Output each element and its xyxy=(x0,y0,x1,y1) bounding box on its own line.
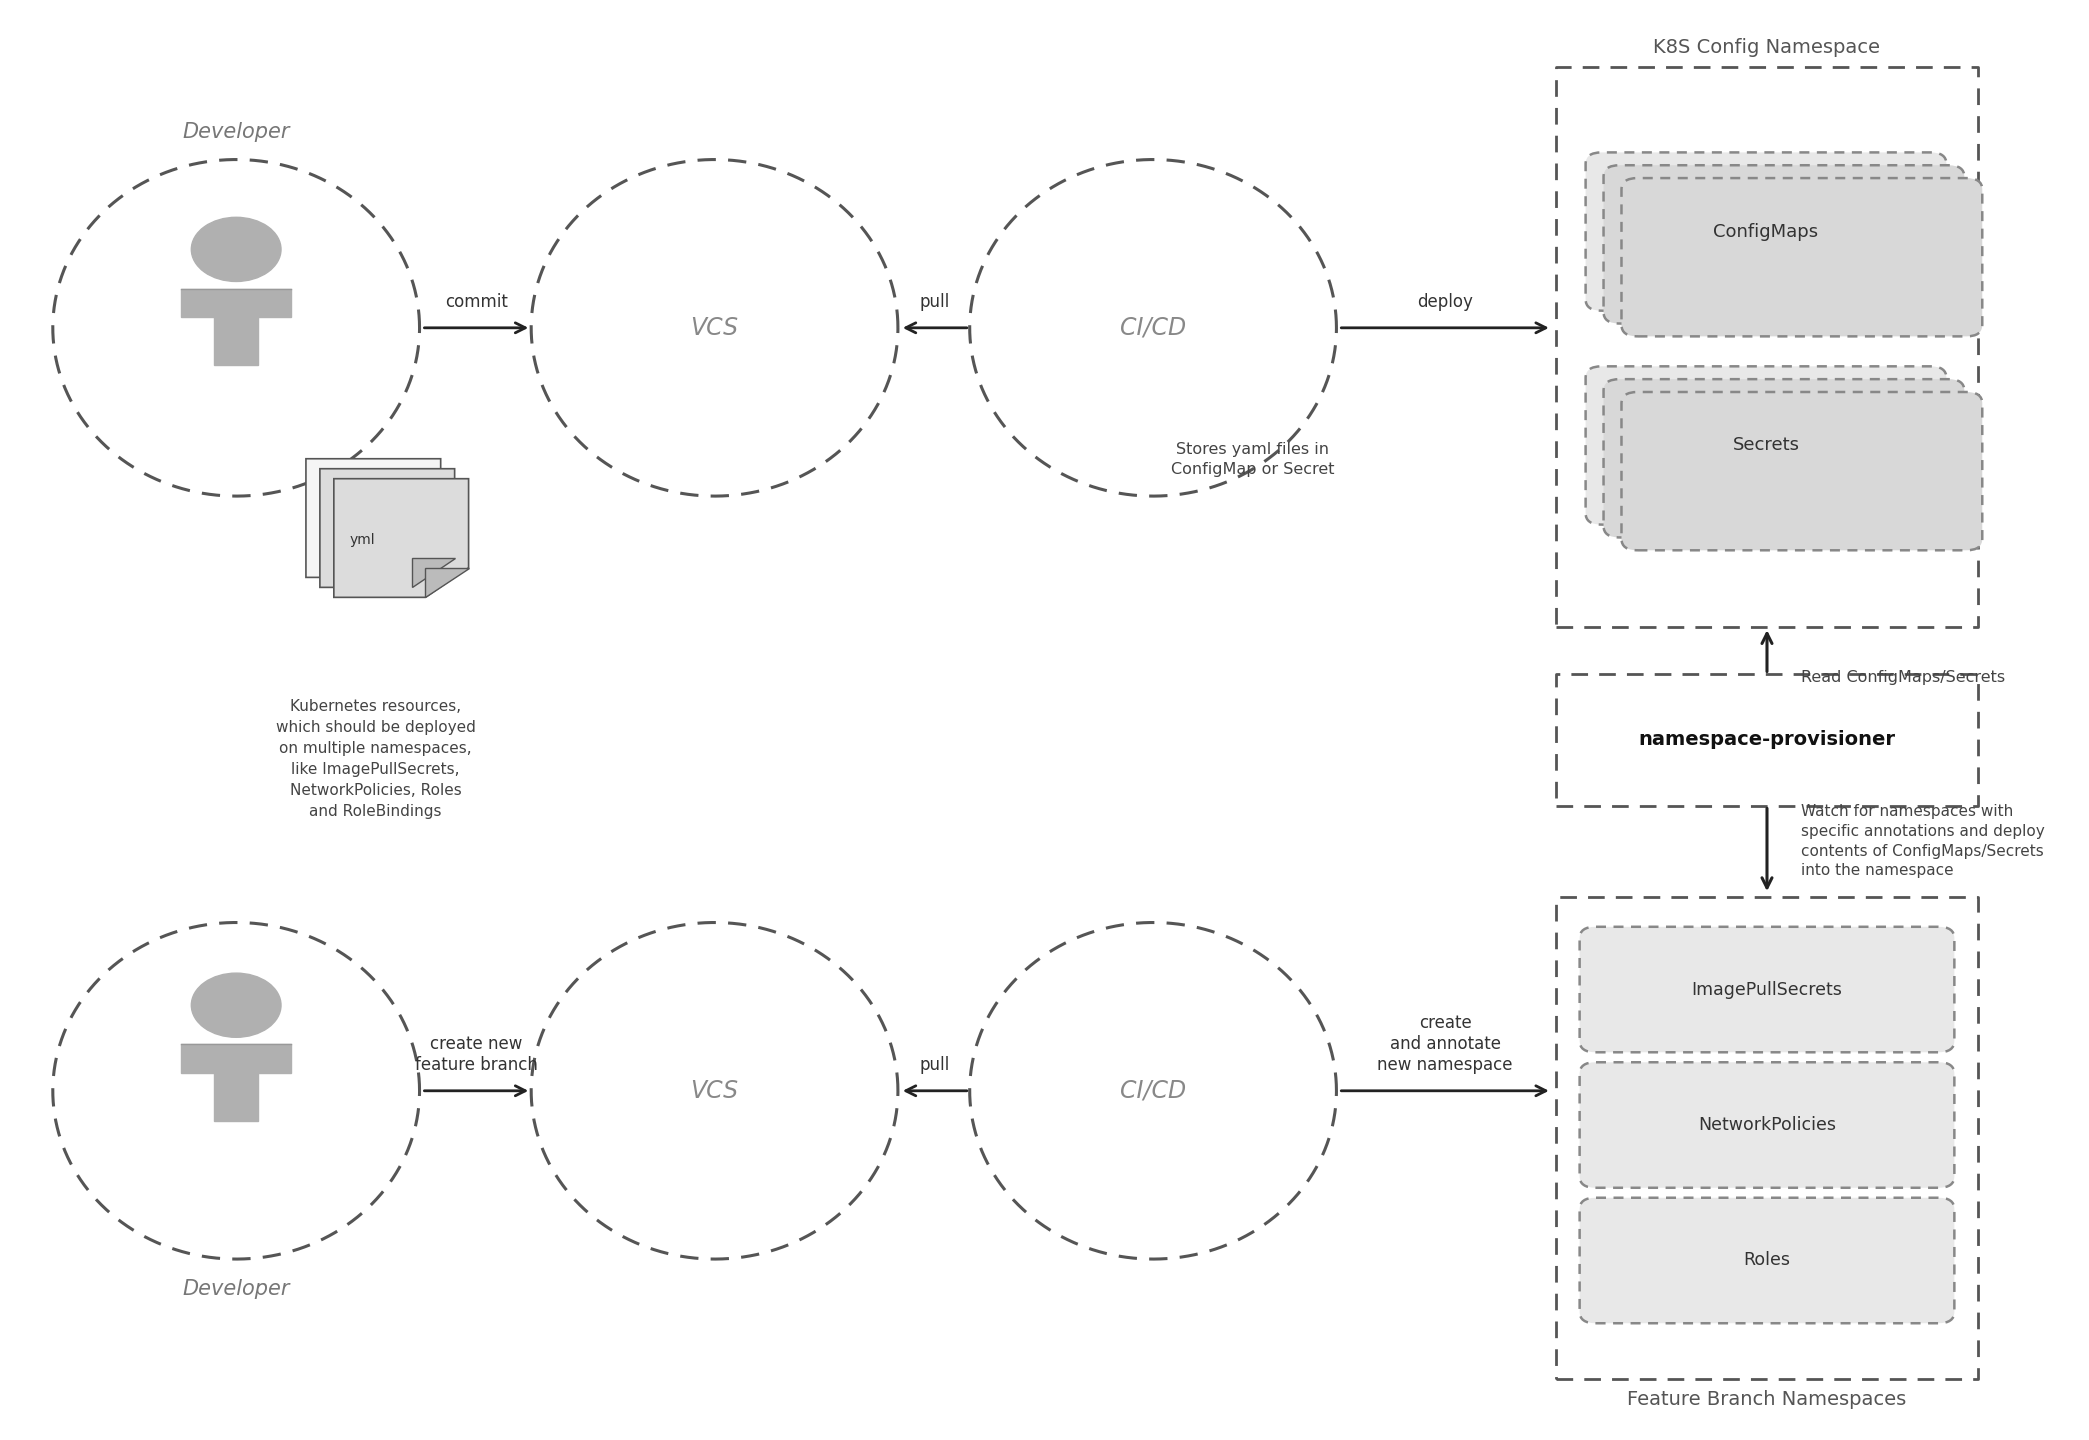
Text: pull: pull xyxy=(919,292,950,311)
Text: Feature Branch Namespaces: Feature Branch Namespaces xyxy=(1627,1390,1907,1410)
Text: Roles: Roles xyxy=(1744,1251,1790,1270)
Text: deploy: deploy xyxy=(1416,292,1473,311)
FancyBboxPatch shape xyxy=(1621,179,1982,337)
Polygon shape xyxy=(426,567,468,598)
Text: NetworkPolicies: NetworkPolicies xyxy=(1698,1116,1836,1135)
FancyBboxPatch shape xyxy=(1604,379,1964,537)
Circle shape xyxy=(192,217,282,281)
Text: VCS: VCS xyxy=(691,1079,740,1103)
Text: namespace-provisioner: namespace-provisioner xyxy=(1638,730,1895,749)
Text: create
and annotate
new namespace: create and annotate new namespace xyxy=(1377,1014,1512,1074)
Text: Stores yaml files in
ConfigMap or Secret: Stores yaml files in ConfigMap or Secret xyxy=(1172,442,1335,477)
Text: pull: pull xyxy=(919,1056,950,1074)
Text: Developer: Developer xyxy=(182,122,290,143)
Polygon shape xyxy=(334,478,468,598)
Text: create new
feature branch: create new feature branch xyxy=(416,1035,537,1074)
Text: ConfigMaps: ConfigMaps xyxy=(1713,223,1820,240)
Polygon shape xyxy=(182,1044,290,1120)
Text: VCS: VCS xyxy=(691,315,740,340)
FancyBboxPatch shape xyxy=(1621,392,1982,550)
Polygon shape xyxy=(397,547,441,577)
Polygon shape xyxy=(305,459,441,577)
Text: Secrets: Secrets xyxy=(1732,436,1799,455)
Polygon shape xyxy=(320,468,455,588)
Text: CI/CD: CI/CD xyxy=(1120,315,1187,340)
Text: yml: yml xyxy=(349,533,376,547)
Text: Kubernetes resources,
which should be deployed
on multiple namespaces,
like Imag: Kubernetes resources, which should be de… xyxy=(276,698,476,818)
Text: Read ConfigMaps/Secrets: Read ConfigMaps/Secrets xyxy=(1801,670,2005,684)
Text: CI/CD: CI/CD xyxy=(1120,1079,1187,1103)
Text: Developer: Developer xyxy=(182,1279,290,1299)
Text: ImagePullSecrets: ImagePullSecrets xyxy=(1692,981,1842,998)
FancyBboxPatch shape xyxy=(1579,1198,1955,1323)
Text: K8S Config Namespace: K8S Config Namespace xyxy=(1654,37,1880,56)
Circle shape xyxy=(192,973,282,1037)
Polygon shape xyxy=(182,288,290,364)
FancyBboxPatch shape xyxy=(1579,1063,1955,1188)
Text: commit: commit xyxy=(445,292,508,311)
Text: Watch for namespaces with
specific annotations and deploy
contents of ConfigMaps: Watch for namespaces with specific annot… xyxy=(1801,804,2045,878)
Polygon shape xyxy=(412,557,455,588)
FancyBboxPatch shape xyxy=(1586,366,1947,524)
FancyBboxPatch shape xyxy=(1579,927,1955,1053)
FancyBboxPatch shape xyxy=(1586,153,1947,311)
FancyBboxPatch shape xyxy=(1604,166,1964,324)
